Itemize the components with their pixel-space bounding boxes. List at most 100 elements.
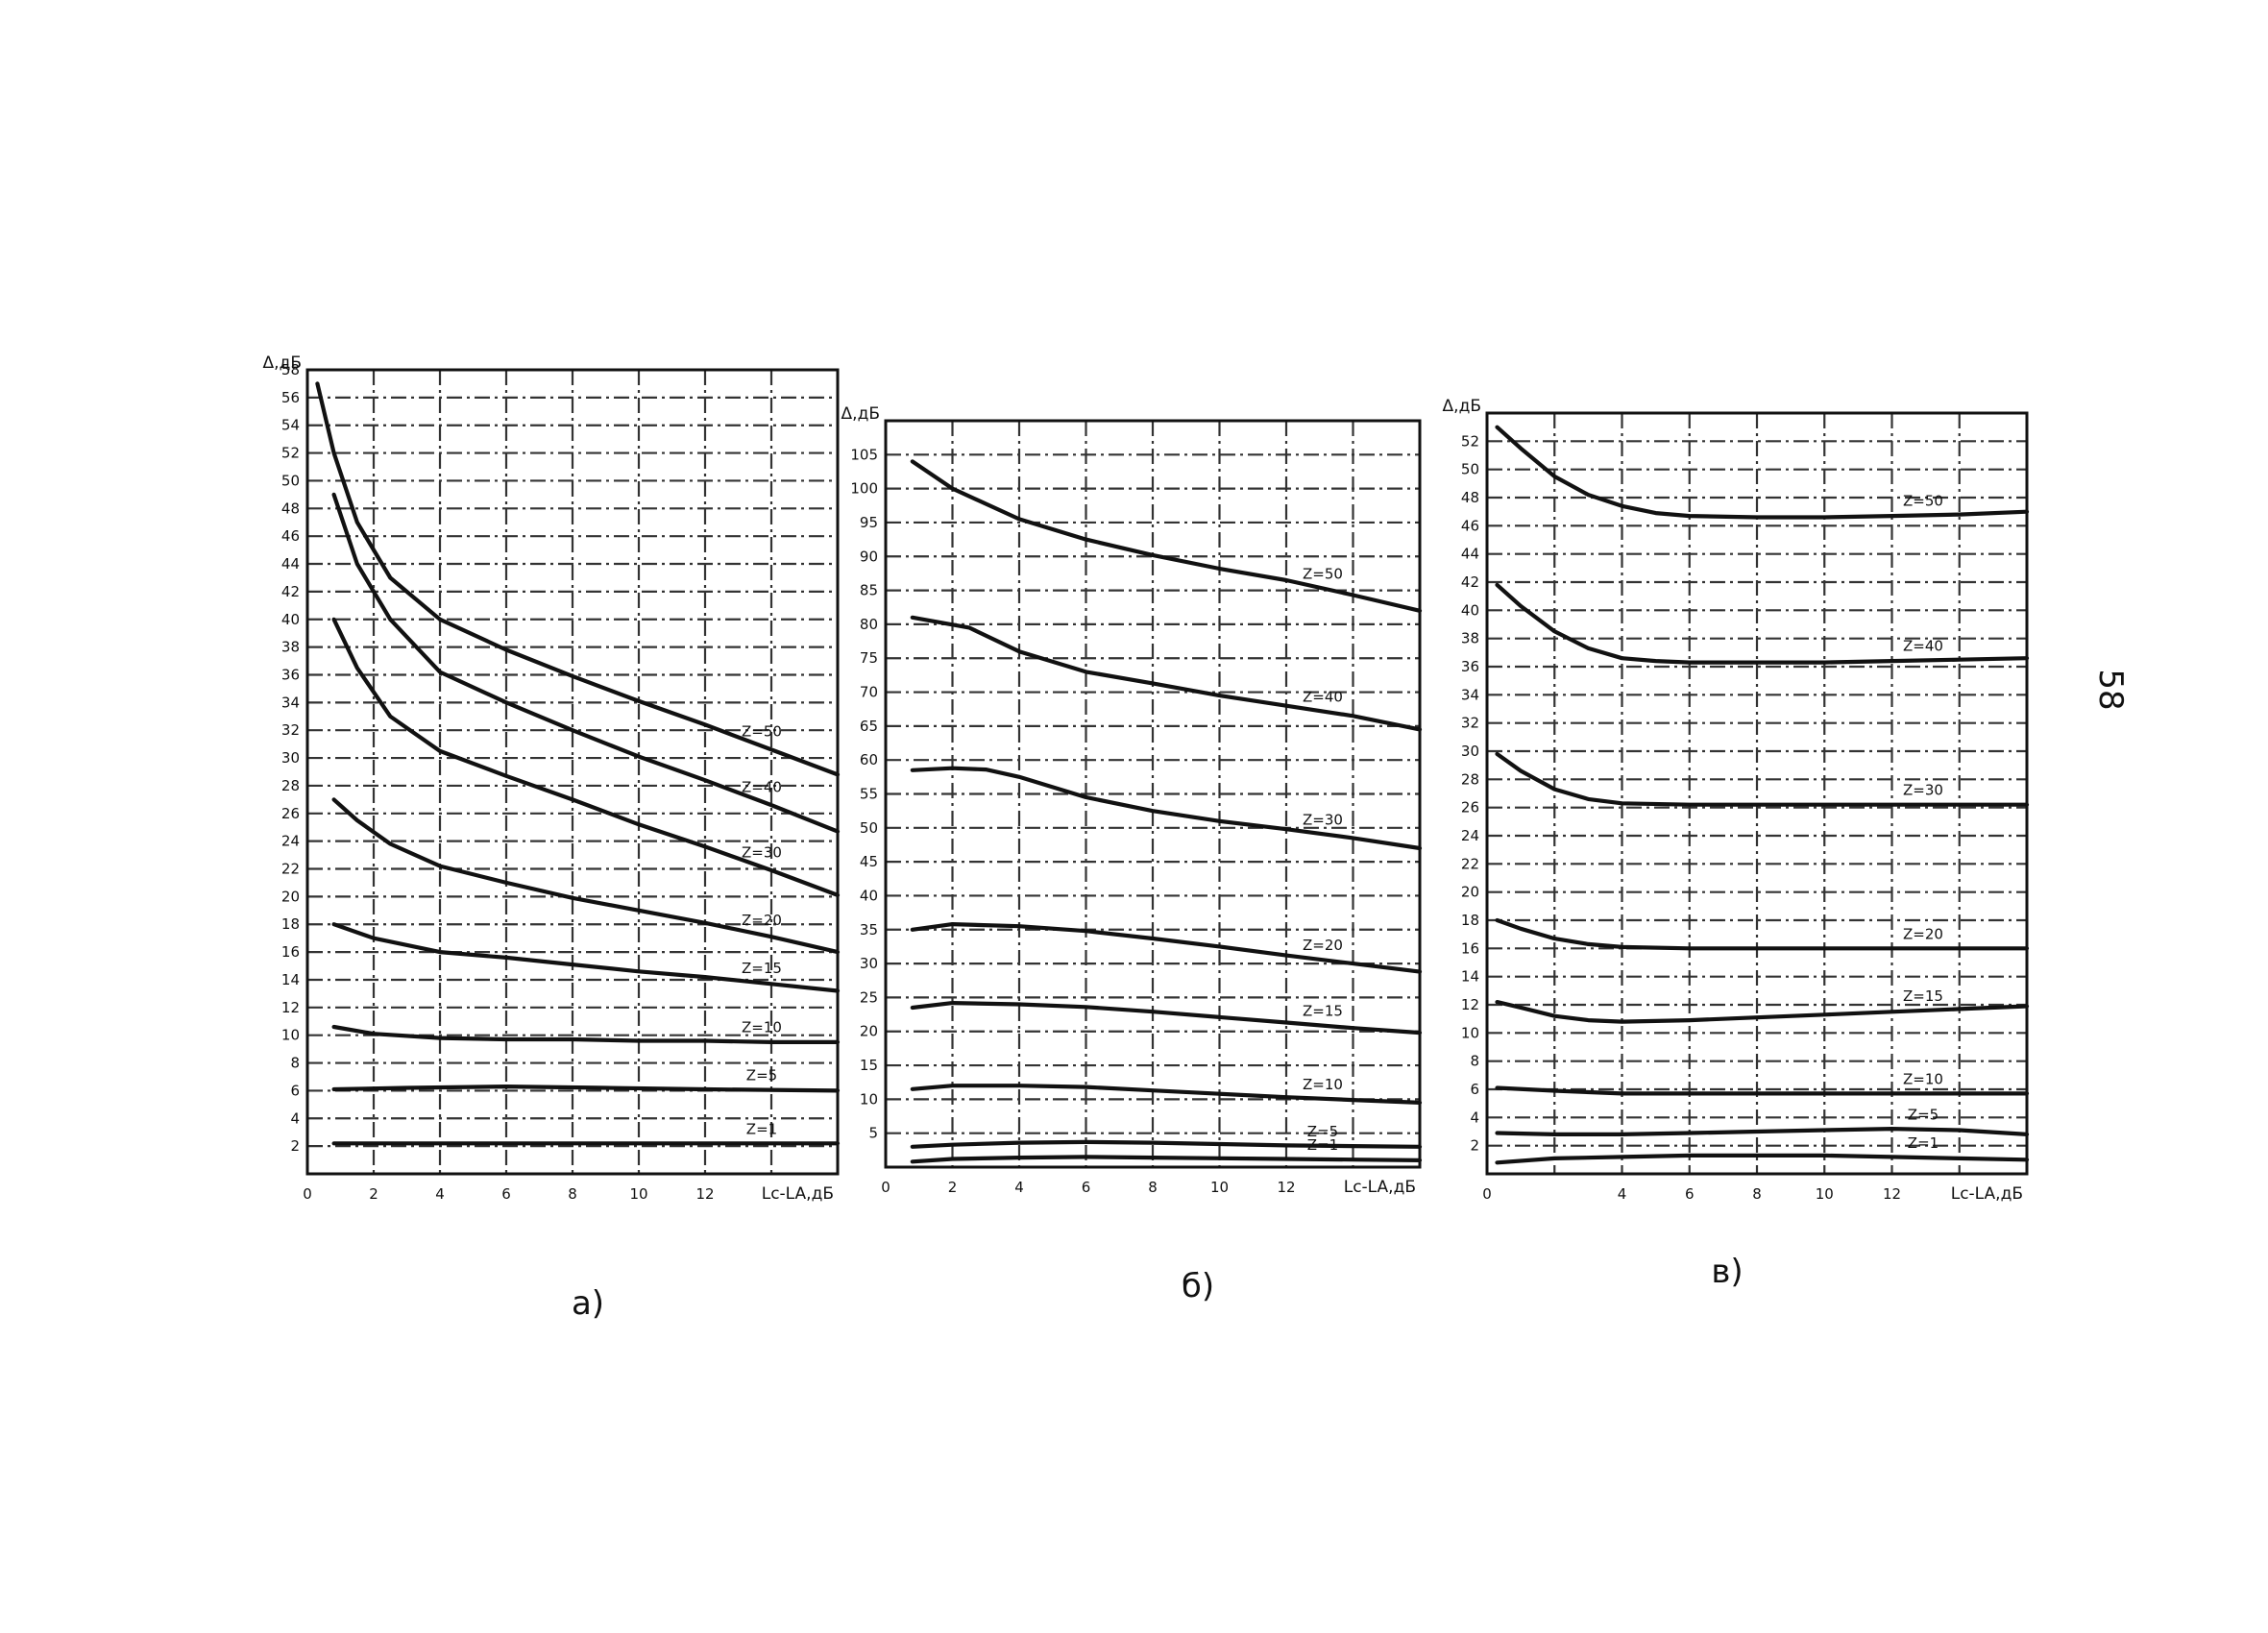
panel-caption: а) <box>572 1284 604 1323</box>
y-tick-label: 35 <box>860 921 878 938</box>
x-tick-label: 2 <box>948 1179 958 1196</box>
series-label: Z=10 <box>742 1019 782 1036</box>
series-line-z15 <box>910 1000 1423 1036</box>
series-line-z20 <box>331 797 841 955</box>
series-line-z10 <box>1495 1085 2030 1096</box>
chart-panels: 2468101214161820222426283032343638404244… <box>263 353 2030 1323</box>
page-number: 58 <box>2091 669 2130 710</box>
y-tick-label: 38 <box>281 639 300 656</box>
y-tick-label: 75 <box>860 649 878 667</box>
x-tick-label: 6 <box>501 1185 511 1203</box>
chart-panel-2: 5101520253035404550556065707580859095100… <box>841 404 1423 1305</box>
y-tick-label: 36 <box>1461 658 1479 675</box>
y-tick-label: 100 <box>850 480 878 498</box>
y-tick-label: 42 <box>1461 573 1479 591</box>
series-label: Z=5 <box>746 1067 777 1085</box>
series-label: Z=5 <box>1307 1123 1338 1140</box>
y-tick-label: 30 <box>1461 743 1479 760</box>
series-line-z1 <box>1495 1153 2030 1165</box>
series-label: Z=40 <box>1303 688 1343 705</box>
series-line-z15 <box>1495 999 2030 1024</box>
panel-caption: б) <box>1182 1267 1214 1305</box>
y-tick-label: 15 <box>860 1057 878 1074</box>
series-line-z5 <box>910 1139 1423 1149</box>
y-tick-label: 44 <box>281 555 300 573</box>
y-tick-label: 58 <box>281 361 300 378</box>
series-line-z40 <box>910 615 1423 732</box>
y-tick-label: 6 <box>1470 1081 1479 1098</box>
y-tick-label: 32 <box>1461 715 1479 732</box>
series-line-z5 <box>1495 1126 2030 1137</box>
series-label: Z=20 <box>742 912 782 929</box>
x-axis-label: Lc-LA,дБ <box>762 1184 834 1204</box>
y-tick-label: 24 <box>1461 827 1479 844</box>
y-tick-label: 26 <box>1461 799 1479 816</box>
series-line-z30 <box>910 766 1423 851</box>
chart-panel-1: 2468101214161820222426283032343638404244… <box>263 353 841 1323</box>
series-line-z1 <box>910 1155 1423 1164</box>
x-tick-label: 0 <box>881 1179 890 1196</box>
y-tick-label: 44 <box>1461 546 1479 563</box>
series-label: Z=1 <box>1307 1136 1338 1154</box>
y-tick-label: 36 <box>281 666 300 683</box>
plot-frame <box>884 419 1422 1169</box>
x-tick-label: 6 <box>1685 1185 1695 1203</box>
y-tick-label: 90 <box>860 548 878 565</box>
y-tick-label: 80 <box>860 616 878 633</box>
y-tick-label: 34 <box>281 694 300 711</box>
y-tick-label: 26 <box>281 805 300 822</box>
series-label: Z=20 <box>1303 937 1343 954</box>
x-axis-label: Lc-LA,дБ <box>1344 1178 1416 1197</box>
y-tick-label: 18 <box>1461 912 1479 929</box>
y-axis-label: Δ,дБ <box>1443 397 1481 416</box>
y-axis-label: Δ,дБ <box>263 353 302 373</box>
x-tick-label: 6 <box>1082 1179 1091 1196</box>
y-tick-label: 38 <box>1461 630 1479 647</box>
series-label: Z=30 <box>742 843 782 861</box>
y-tick-label: 10 <box>1461 1024 1479 1041</box>
y-tick-label: 20 <box>1461 884 1479 901</box>
y-tick-label: 30 <box>860 955 878 972</box>
y-tick-label: 12 <box>1461 996 1479 1013</box>
y-tick-label: 52 <box>281 445 300 462</box>
y-tick-label: 22 <box>281 861 300 878</box>
series-label: Z=40 <box>1903 637 1943 654</box>
y-tick-label: 20 <box>281 888 300 905</box>
y-tick-label: 8 <box>1470 1053 1479 1070</box>
y-tick-label: 60 <box>860 751 878 768</box>
y-tick-label: 25 <box>860 988 878 1006</box>
y-tick-label: 50 <box>860 819 878 837</box>
x-tick-label: 10 <box>629 1185 647 1203</box>
x-tick-label: 8 <box>568 1185 577 1203</box>
series-label: Z=40 <box>742 778 782 795</box>
x-tick-label: 4 <box>1014 1179 1024 1196</box>
y-tick-label: 32 <box>281 721 300 739</box>
y-tick-label: 65 <box>860 718 878 735</box>
y-tick-label: 46 <box>1461 517 1479 534</box>
series-line-z50 <box>315 381 841 777</box>
y-tick-label: 34 <box>1461 686 1479 703</box>
y-tick-label: 46 <box>281 527 300 545</box>
series-line-z10 <box>331 1024 841 1045</box>
x-tick-label: 2 <box>369 1185 378 1203</box>
series-label: Z=50 <box>1303 565 1343 582</box>
y-tick-label: 40 <box>860 887 878 904</box>
series-label: Z=10 <box>1303 1076 1343 1093</box>
y-tick-label: 28 <box>281 777 300 794</box>
x-tick-label: 12 <box>695 1185 714 1203</box>
series-line-z50 <box>1495 425 2030 520</box>
y-tick-label: 16 <box>1461 939 1479 957</box>
y-tick-label: 24 <box>281 833 300 850</box>
y-tick-label: 4 <box>290 1109 300 1127</box>
y-tick-label: 40 <box>1461 601 1479 619</box>
series-line-z5 <box>331 1084 841 1093</box>
series-label: Z=15 <box>1903 987 1943 1005</box>
y-tick-label: 2 <box>290 1137 300 1155</box>
y-tick-label: 8 <box>290 1055 300 1072</box>
y-tick-label: 40 <box>281 611 300 628</box>
series-line-z40 <box>1495 582 2030 665</box>
y-tick-label: 85 <box>860 582 878 599</box>
x-tick-label: 10 <box>1210 1179 1229 1196</box>
y-tick-label: 28 <box>1461 770 1479 788</box>
